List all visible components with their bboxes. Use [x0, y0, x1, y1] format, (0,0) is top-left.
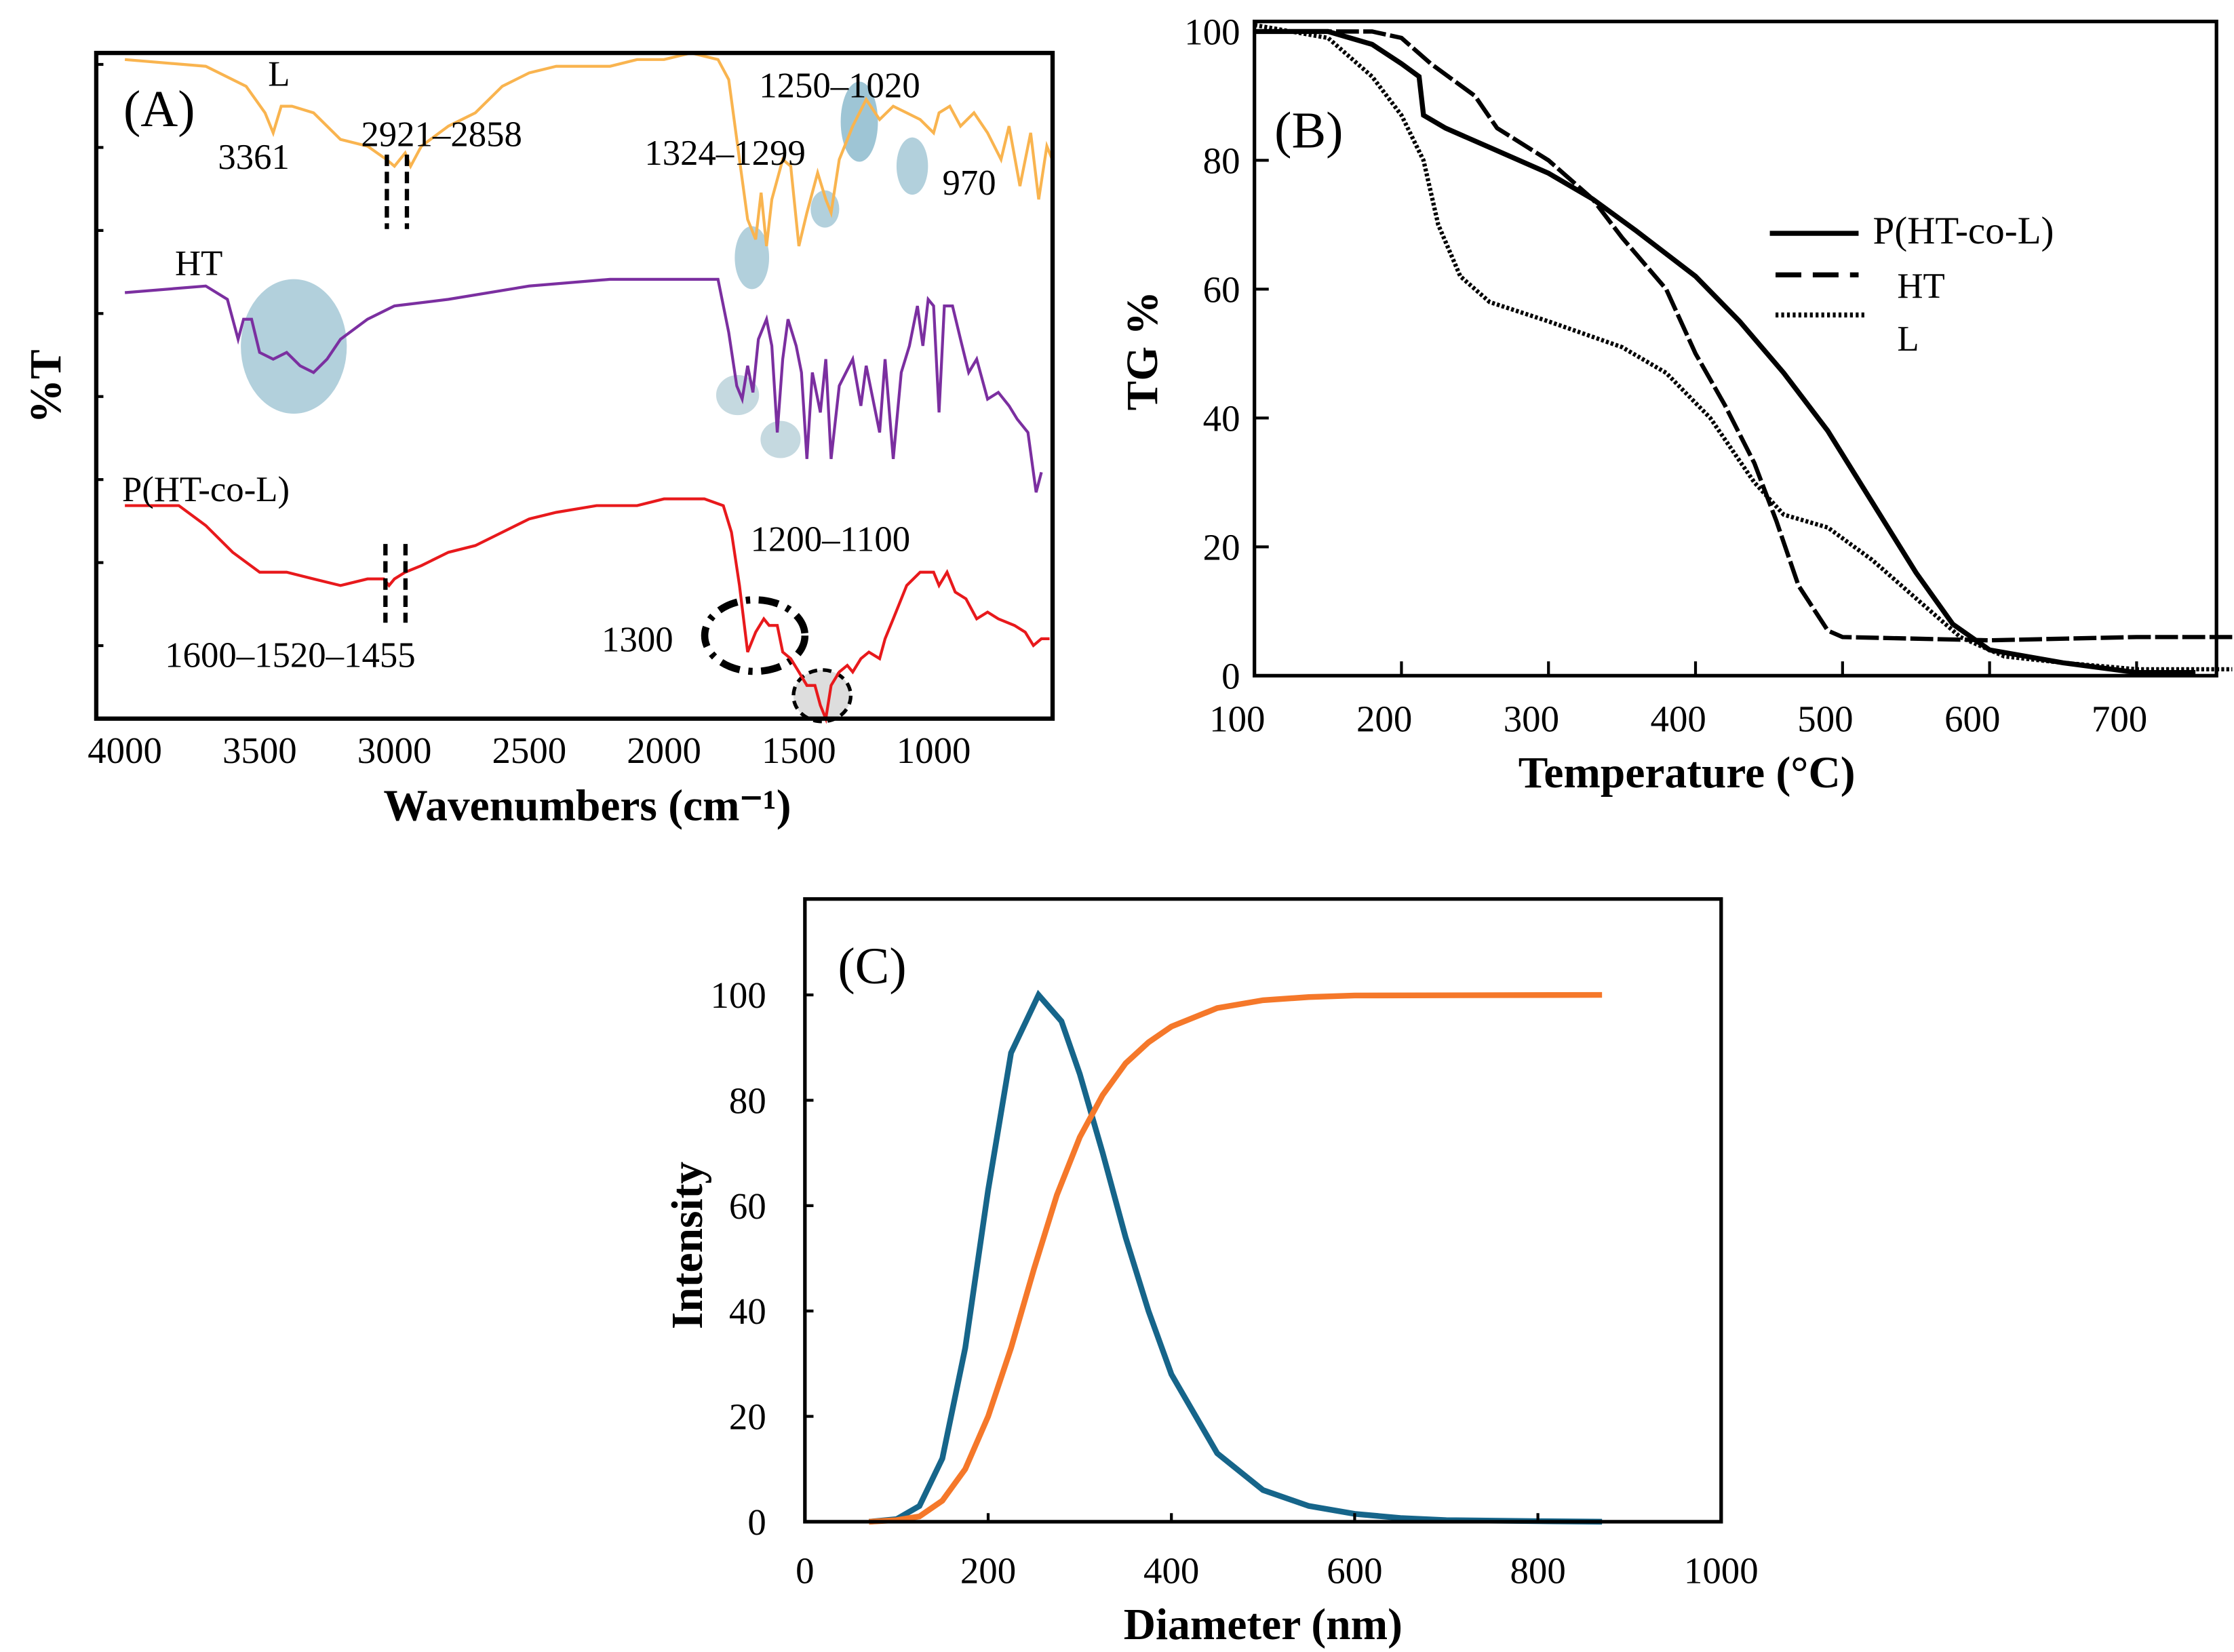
x-tick-label: 4000	[87, 730, 162, 771]
x-tick-label: 1000	[897, 730, 971, 771]
legend-label: HT	[1897, 267, 1944, 306]
y-tick-label: 60	[729, 1185, 766, 1227]
panel-b-label: (B)	[1274, 102, 1343, 159]
series-line-l	[124, 51, 1054, 247]
panel-b-frame	[1253, 20, 2218, 677]
highlight-ellipse	[734, 226, 770, 290]
y-tick-label: 100	[1184, 11, 1240, 52]
panel-b-xlabel: Temperature (°C)	[1518, 749, 1856, 798]
panel-c-xlabel: Diameter (nm)	[1124, 1600, 1403, 1649]
x-tick-label: 200	[1356, 699, 1412, 740]
annotation: 1250–1020	[759, 66, 920, 106]
x-tick-label: 400	[1143, 1550, 1199, 1592]
y-tick-label: 100	[711, 975, 766, 1016]
annotation: 1300	[602, 620, 673, 659]
legend-label: P(HT-co-L)	[1873, 210, 2054, 252]
x-tick-label: 800	[1510, 1550, 1565, 1592]
x-tick-label: 2500	[492, 730, 566, 771]
y-tick-label: 0	[1221, 655, 1240, 696]
y-tick-label: 0	[747, 1501, 766, 1543]
y-tick-label: 40	[1203, 397, 1240, 439]
legend: P(HT-co-L) HT L	[1769, 210, 2054, 359]
panel-c-label: (C)	[838, 938, 906, 995]
annotation: L	[268, 55, 290, 94]
series-line-ht	[1254, 29, 2233, 643]
series-line-cumulative	[869, 991, 1603, 1525]
x-tick-label: 400	[1651, 699, 1706, 740]
y-tick-label: 80	[1203, 140, 1240, 181]
x-tick-label: 600	[1327, 1550, 1382, 1592]
x-tick-label: 600	[1944, 699, 2000, 740]
dashdot-circle	[701, 596, 809, 675]
x-tick-label: 200	[960, 1550, 1016, 1592]
series-line-p-ht-co-l-	[125, 497, 1050, 724]
panel-b-series	[1254, 22, 2233, 675]
series-line-p-ht-co-l-	[1254, 28, 2196, 675]
x-tick-label: 2000	[627, 730, 701, 771]
series-line-distribution	[868, 989, 1603, 1525]
y-tick-label: 60	[1203, 269, 1240, 310]
x-tick-label: 1500	[762, 730, 836, 771]
panel-a-xlabel: Wavenumbers (cm⁻¹)	[383, 782, 791, 831]
annotation: 1600–1520–1455	[165, 636, 415, 675]
panel-c-dls: 0 200 400 600 800 1000 0 20 40 60 80 100 (C) Diamet…	[663, 897, 1759, 1649]
panel-a-frame	[94, 50, 1055, 721]
panel-b-ticks: 100 200 300 400 500 600 700 0 20 40 60 80 100	[1184, 11, 2147, 739]
annotation: 3361	[218, 138, 290, 177]
y-tick-label: 20	[1203, 526, 1240, 568]
x-tick-label: 3000	[357, 730, 432, 771]
y-tick-label: 80	[729, 1080, 766, 1121]
y-tick-label: 40	[729, 1291, 766, 1332]
dashed-circle	[791, 668, 853, 724]
annotation: 1200–1100	[751, 520, 911, 559]
annotation: 2921–2858	[361, 115, 522, 154]
panel-c-frame	[803, 897, 1723, 1524]
series-line-l	[1254, 22, 2233, 672]
x-tick-label: 1000	[1684, 1550, 1759, 1592]
panel-a-series	[124, 51, 1054, 724]
highlight-ellipse	[760, 420, 801, 458]
panel-b-ylabel: TG %	[1118, 291, 1167, 410]
panel-a-ylabel: %T	[22, 349, 71, 423]
dashed-markers	[383, 154, 410, 623]
series-line-ht	[124, 277, 1043, 493]
highlight-ellipse	[716, 375, 760, 416]
x-tick-label: 3500	[222, 730, 297, 771]
x-tick-label: 100	[1209, 699, 1265, 740]
x-tick-label: 700	[2092, 699, 2147, 740]
annotation: HT	[175, 243, 222, 283]
legend-label: L	[1897, 319, 1919, 359]
y-tick-label: 20	[729, 1396, 766, 1438]
panel-a-highlights	[241, 81, 928, 724]
panel-a-label: (A)	[123, 81, 195, 138]
panel-c-ticks: 0 200 400 600 800 1000 0 20 40 60 80 100	[711, 975, 1759, 1592]
annotation: P(HT-co-L)	[122, 470, 290, 509]
x-tick-label: 0	[796, 1550, 814, 1592]
highlight-ellipse	[241, 279, 347, 414]
panel-c-series	[868, 989, 1603, 1525]
panel-b-tga: 100 200 300 400 500 600 700 0 20 40 60 80 100 (B) P(…	[1118, 11, 2233, 798]
x-tick-label: 500	[1797, 699, 1853, 740]
panel-c-ylabel: Intensity	[663, 1162, 712, 1329]
x-tick-label: 300	[1504, 699, 1559, 740]
panel-a-ftir: 4000 3500 3000 2500 2000 1500 1000 (A) L 3361 …	[22, 50, 1055, 831]
panel-a-xticks: 4000 3500 3000 2500 2000 1500 1000	[87, 62, 971, 771]
highlight-ellipse	[896, 137, 928, 195]
annotation: 1324–1299	[644, 134, 805, 173]
annotation: 970	[942, 163, 996, 203]
